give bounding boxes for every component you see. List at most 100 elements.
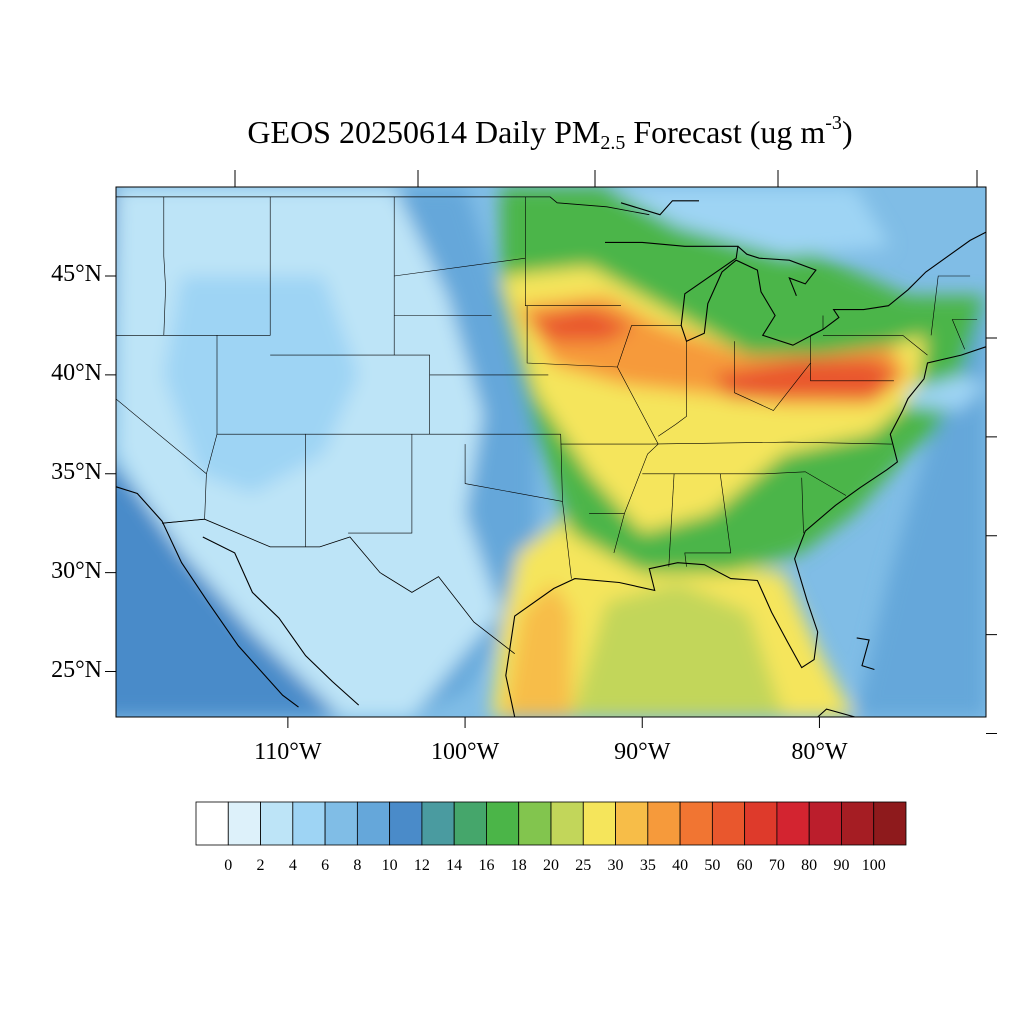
colorbar-swatch (711, 801, 746, 846)
colorbar-swatch (356, 801, 391, 846)
lat-label: 45°N (51, 260, 102, 287)
colorbar-swatch (679, 801, 713, 846)
colorbar-swatch (389, 801, 423, 846)
state-boundary (951, 319, 978, 350)
title-suffix: ) (841, 114, 853, 150)
state-boundary (668, 473, 675, 567)
lat-label: 40°N (51, 359, 102, 386)
state-boundary (651, 441, 893, 445)
lat-label: 25°N (51, 656, 102, 683)
state-boundary (560, 434, 572, 579)
colorbar-tick-label: 4 (288, 857, 297, 874)
colorbar-tick-label: 25 (575, 857, 592, 874)
lon-label: 110°W (254, 739, 322, 765)
colorbar-tick-label: 90 (833, 857, 850, 874)
state-boundary (642, 471, 847, 496)
state-boundary (526, 305, 632, 368)
lon-label: 90°W (614, 739, 671, 765)
pm25-field (116, 187, 986, 717)
map-border (115, 186, 987, 718)
colorbar-tick-label: 20 (543, 857, 559, 874)
colorbar-swatch (486, 801, 520, 846)
colorbar-tick-label: 18 (510, 857, 527, 874)
colorbar-tick-label: 12 (413, 857, 430, 874)
colorbar-tick-label: 60 (736, 857, 753, 874)
colorbar-tick-label: 35 (639, 857, 656, 874)
state-boundary (658, 341, 687, 437)
mexico-border (162, 518, 515, 655)
pm25-region-gulf-olive (571, 582, 784, 717)
coastline (605, 231, 986, 346)
colorbar-swatch (776, 801, 810, 846)
colorbar-swatch (518, 801, 552, 846)
colorbar-swatch (615, 801, 649, 846)
colorbar-swatch (582, 801, 616, 846)
colorbar-tick-label: 50 (704, 857, 721, 874)
pm25-region-ohio-red (713, 359, 900, 399)
colorbar-swatch (841, 801, 875, 846)
colorbar-tick-label: 16 (478, 857, 495, 874)
state-boundary (163, 196, 166, 336)
pm25-region-plains-blue (394, 187, 536, 717)
state-boundary (394, 257, 526, 277)
title-prefix: GEOS 20250614 Daily PM (247, 114, 601, 150)
map-lines (116, 196, 986, 717)
state-boundary (930, 275, 971, 336)
state-boundary (810, 363, 894, 382)
state-boundary (823, 334, 928, 356)
coastline (202, 536, 360, 706)
pm25-region-iowa-red (527, 307, 634, 342)
coastline (116, 486, 299, 708)
colorbar-swatch (324, 801, 358, 846)
colorbar-swatch (808, 801, 842, 846)
colorbar-tick-label: 30 (607, 857, 624, 874)
lon-label: 80°W (791, 739, 848, 765)
state-boundary (801, 477, 804, 534)
colorbar-tick-label: 70 (768, 857, 785, 874)
colorbar-tick-label: 100 (861, 857, 886, 874)
colorbar-tick-label: 8 (353, 857, 362, 874)
state-boundary (613, 366, 659, 553)
canada-border (116, 196, 650, 216)
colorbar-tick-label: 2 (256, 857, 265, 874)
colorbar-tick-label: 10 (381, 857, 398, 874)
colorbar-swatch (873, 801, 907, 846)
colorbar-tick-label: 14 (446, 857, 463, 874)
coastline (737, 245, 817, 297)
colorbar-swatch (550, 801, 584, 846)
colorbar-swatch (227, 801, 261, 846)
colorbar-tick-label: 40 (672, 857, 689, 874)
pm25-region-west-mid (163, 276, 359, 494)
lon-label: 100°W (430, 739, 500, 765)
colorbar-swatch (421, 801, 455, 846)
lat-label: 30°N (51, 557, 102, 584)
coastline (505, 321, 986, 717)
state-boundary (734, 335, 811, 411)
colorbar-swatch (260, 801, 294, 846)
colorbar-swatch (744, 801, 778, 846)
title-superscript: -3 (825, 112, 842, 134)
pm25-region-pacific-ocean (116, 187, 377, 717)
lat-label: 35°N (51, 458, 102, 485)
state-boundary (348, 434, 413, 534)
pm25-region-atlantic-light (908, 374, 986, 411)
title-middle: Forecast (ug m (625, 114, 826, 150)
state-boundary (464, 444, 563, 502)
map-content (116, 187, 986, 717)
colorbar-swatch (195, 801, 229, 846)
colorbar-swatch (292, 801, 326, 846)
colorbar-tick-label: 80 (801, 857, 818, 874)
coastline (817, 708, 856, 717)
title-subscript: 2.5 (600, 132, 626, 154)
state-boundary (684, 473, 732, 567)
colorbar-tick-label: 0 (224, 857, 233, 874)
state-boundary (524, 196, 621, 307)
coastline (856, 637, 875, 671)
colorbar-swatch (453, 801, 487, 846)
page-title: GEOS 20250614 Daily PM2.5 Forecast (ug m… (0, 112, 1024, 155)
pm25-region-texas-orange (504, 582, 572, 717)
colorbar-swatch (647, 801, 681, 846)
colorbar-tick-label: 6 (321, 857, 330, 874)
